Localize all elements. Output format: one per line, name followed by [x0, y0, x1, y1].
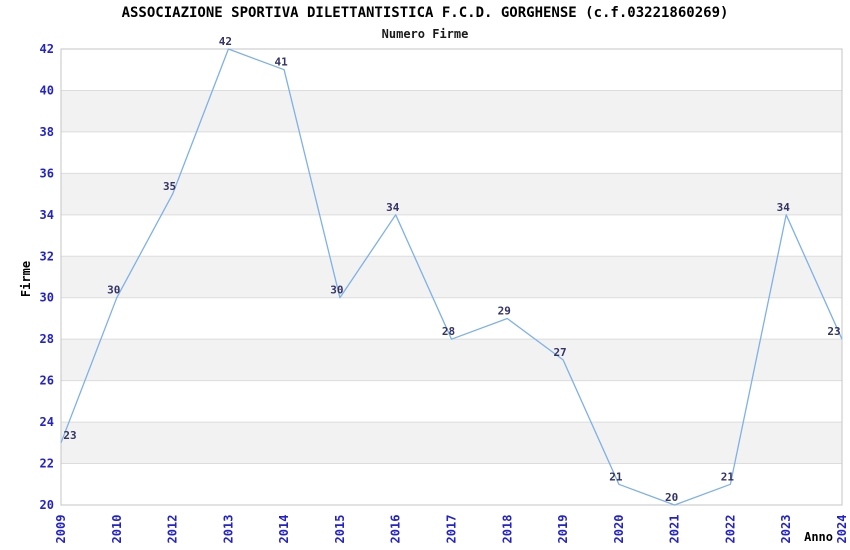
plot-band	[61, 256, 842, 298]
data-point-label: 20	[665, 491, 678, 504]
x-tick-label: 2024	[835, 515, 849, 544]
data-point-label: 42	[219, 35, 232, 48]
y-tick-label: 42	[40, 42, 54, 56]
x-tick-label: 2012	[166, 515, 180, 544]
plot-band	[61, 339, 842, 381]
data-point-label: 21	[609, 470, 623, 483]
x-tick-label: 2020	[612, 515, 626, 544]
y-tick-label: 32	[40, 249, 54, 263]
data-point-label: 34	[386, 201, 400, 214]
x-tick-label: 2017	[445, 515, 459, 544]
x-tick-label: 2019	[556, 515, 570, 544]
plot-band	[61, 173, 842, 215]
y-tick-label: 34	[40, 208, 54, 222]
data-point-label: 41	[275, 56, 289, 69]
x-tick-label: 2023	[779, 515, 793, 544]
y-tick-label: 20	[40, 498, 54, 512]
chart-title: ASSOCIAZIONE SPORTIVA DILETTANTISTICA F.…	[121, 5, 729, 21]
y-tick-label: 28	[40, 332, 54, 346]
x-tick-label: 2010	[110, 515, 124, 544]
data-point-label: 30	[330, 284, 343, 297]
x-tick-label: 2018	[500, 515, 514, 544]
x-axis-title: Anno	[804, 530, 833, 544]
series-line	[60, 48, 843, 506]
y-tick-label: 24	[40, 415, 54, 429]
y-tick-label: 38	[40, 125, 54, 139]
data-point-label: 21	[721, 470, 735, 483]
x-tick-label: 2013	[221, 515, 235, 544]
y-tick-label: 22	[40, 457, 54, 471]
y-tick-label: 40	[40, 83, 54, 97]
x-tick-label: 2014	[277, 515, 291, 544]
data-point-label: 30	[107, 284, 120, 297]
y-tick-label: 36	[40, 166, 54, 180]
y-tick-label: 30	[40, 291, 54, 305]
data-point-label: 28	[442, 325, 455, 338]
data-point-label: 35	[163, 180, 176, 193]
data-point-label: 23	[63, 429, 76, 442]
x-tick-label: 2022	[723, 515, 737, 544]
plot-frame	[60, 48, 843, 506]
x-tick-label: 2009	[54, 515, 68, 544]
chart-subtitle: Numero Firme	[381, 27, 469, 41]
data-point-label: 29	[498, 304, 511, 317]
data-point-label: 27	[553, 346, 566, 359]
plot-band	[61, 422, 842, 464]
y-tick-label: 26	[40, 374, 54, 388]
data-point-label: 23	[827, 325, 840, 338]
x-tick-label: 2016	[389, 515, 403, 544]
data-point-label: 34	[777, 201, 791, 214]
x-tick-label: 2021	[668, 515, 682, 544]
y-axis-title: Firme	[19, 261, 33, 297]
x-tick-label: 2015	[333, 515, 347, 544]
plot-band	[61, 90, 842, 132]
